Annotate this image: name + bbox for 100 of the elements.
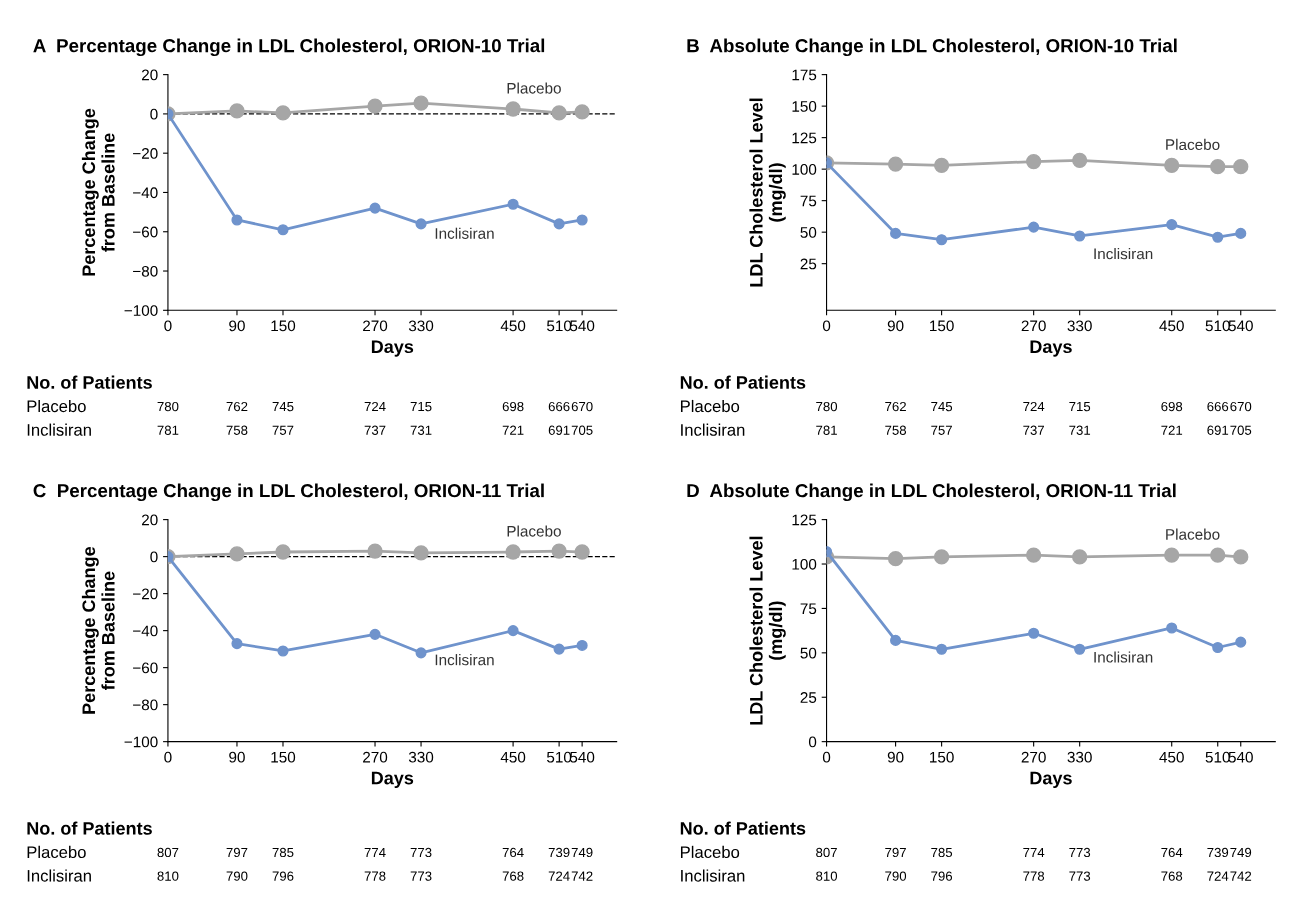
- x-axis-title: Days: [1030, 771, 1072, 788]
- text: 721: [1161, 425, 1183, 435]
- x-tick-label: 510: [546, 320, 572, 332]
- text: 705: [571, 425, 593, 435]
- y-tick-label: 125: [792, 132, 817, 144]
- series-label: Inclisiran: [1094, 651, 1153, 663]
- text: 749: [571, 847, 593, 858]
- x-tick-label: 450: [1159, 320, 1184, 332]
- x-tick-label: 330: [1067, 751, 1092, 763]
- y-tick-label: 0: [808, 736, 817, 748]
- text: 742: [1230, 871, 1252, 881]
- text: 724: [548, 871, 570, 881]
- x-tick-label: 450: [1159, 751, 1184, 763]
- y-tick-label: 20: [141, 514, 158, 526]
- text: 764: [502, 847, 524, 858]
- y-axis-title: Percentage Change from Baseline: [81, 546, 115, 714]
- text: 749: [1230, 847, 1252, 858]
- text: 737: [364, 425, 386, 435]
- text: 721: [502, 425, 524, 435]
- y-axis-title: Percentage Change from Baseline: [81, 108, 115, 276]
- text: 715: [1069, 402, 1091, 412]
- text: 774: [364, 847, 386, 857]
- y-tick-label: −100: [124, 305, 158, 316]
- x-tick-label: 540: [1228, 320, 1253, 332]
- text: 698: [502, 401, 524, 412]
- y-tick-label: 25: [800, 692, 817, 703]
- text: 807: [157, 847, 179, 858]
- series-label: Placebo: [507, 525, 561, 537]
- text: 796: [931, 871, 953, 881]
- text: 780: [816, 401, 838, 412]
- text: No. of Patients: [680, 821, 806, 835]
- text: 745: [272, 402, 294, 412]
- y-tick-label: 0: [150, 551, 158, 563]
- x-tick-label: 270: [1021, 320, 1046, 332]
- text: 790: [226, 871, 248, 881]
- text: 698: [1161, 401, 1183, 412]
- text: 670: [1230, 401, 1252, 412]
- text: 774: [1023, 847, 1045, 857]
- text: 773: [410, 871, 432, 881]
- chart-title: D Absolute Change in LDL Cholesterol, ORION-11 Trial: [687, 483, 1176, 502]
- series-label: Inclisiran: [435, 227, 494, 239]
- text: No. of Patients: [680, 375, 806, 389]
- y-tick-label: 50: [800, 227, 817, 238]
- x-tick-label: 90: [229, 751, 245, 763]
- text: 781: [816, 425, 837, 435]
- text: 768: [1161, 871, 1183, 881]
- x-tick-label: 150: [930, 751, 954, 763]
- text: 764: [1161, 847, 1183, 858]
- y-tick-label: −80: [133, 699, 158, 711]
- x-tick-label: 450: [500, 320, 526, 332]
- text: 785: [272, 847, 294, 858]
- text: No. of Patients: [27, 375, 152, 389]
- x-tick-label: 330: [1067, 320, 1092, 332]
- y-tick-label: −100: [124, 736, 158, 748]
- x-tick-label: 330: [408, 320, 434, 332]
- series-label: Inclisiran: [1094, 248, 1153, 260]
- y-tick-label: 0: [150, 108, 158, 120]
- text: 780: [157, 401, 179, 412]
- x-tick-label: 0: [164, 320, 172, 332]
- y-tick-label: 75: [800, 195, 817, 207]
- text: 724: [1023, 401, 1045, 412]
- y-tick-label: 50: [800, 647, 817, 659]
- y-tick-label: 25: [800, 258, 817, 270]
- y-tick-label: −60: [133, 226, 158, 238]
- text: Inclisiran: [681, 869, 745, 882]
- text: 724: [364, 401, 386, 412]
- text: Inclisiran: [27, 423, 91, 436]
- y-tick-label: −80: [133, 265, 158, 277]
- text: 691: [1207, 425, 1229, 435]
- x-tick-label: 0: [164, 751, 172, 763]
- x-tick-label: 510: [1205, 751, 1230, 763]
- text: 757: [931, 425, 952, 435]
- text: 781: [157, 425, 179, 435]
- chart-title: C Percentage Change in LDL Cholesterol, ORION-11 Trial: [33, 483, 544, 502]
- text: 807: [816, 847, 837, 858]
- text: 737: [1023, 425, 1044, 435]
- text: 758: [226, 425, 248, 435]
- x-tick-label: 0: [822, 320, 831, 332]
- chart-title: B Absolute Change in LDL Cholesterol, ORION-10 Trial: [687, 38, 1177, 57]
- text: Inclisiran: [27, 869, 91, 882]
- text: 666: [1207, 401, 1229, 412]
- text: 810: [816, 871, 838, 881]
- x-axis-title: Days: [371, 340, 414, 357]
- y-axis-title: LDL Cholesterol Level (mg/dl): [749, 536, 786, 725]
- x-tick-label: 270: [1021, 751, 1046, 763]
- text: 773: [1069, 871, 1091, 881]
- x-tick-label: 90: [229, 320, 245, 332]
- y-axis-title: LDL Cholesterol Level (mg/dl): [749, 98, 786, 287]
- text: 797: [226, 847, 248, 858]
- text: 778: [1023, 871, 1045, 881]
- text: 758: [885, 425, 907, 435]
- x-tick-label: 90: [887, 320, 904, 332]
- text: No. of Patients: [27, 821, 152, 835]
- text: Placebo: [27, 845, 86, 859]
- y-tick-label: 100: [792, 164, 817, 175]
- y-tick-label: 75: [800, 603, 817, 615]
- x-tick-label: 510: [546, 751, 572, 763]
- y-tick-label: 150: [792, 101, 817, 112]
- text: 762: [226, 401, 248, 412]
- x-tick-label: 0: [822, 751, 831, 763]
